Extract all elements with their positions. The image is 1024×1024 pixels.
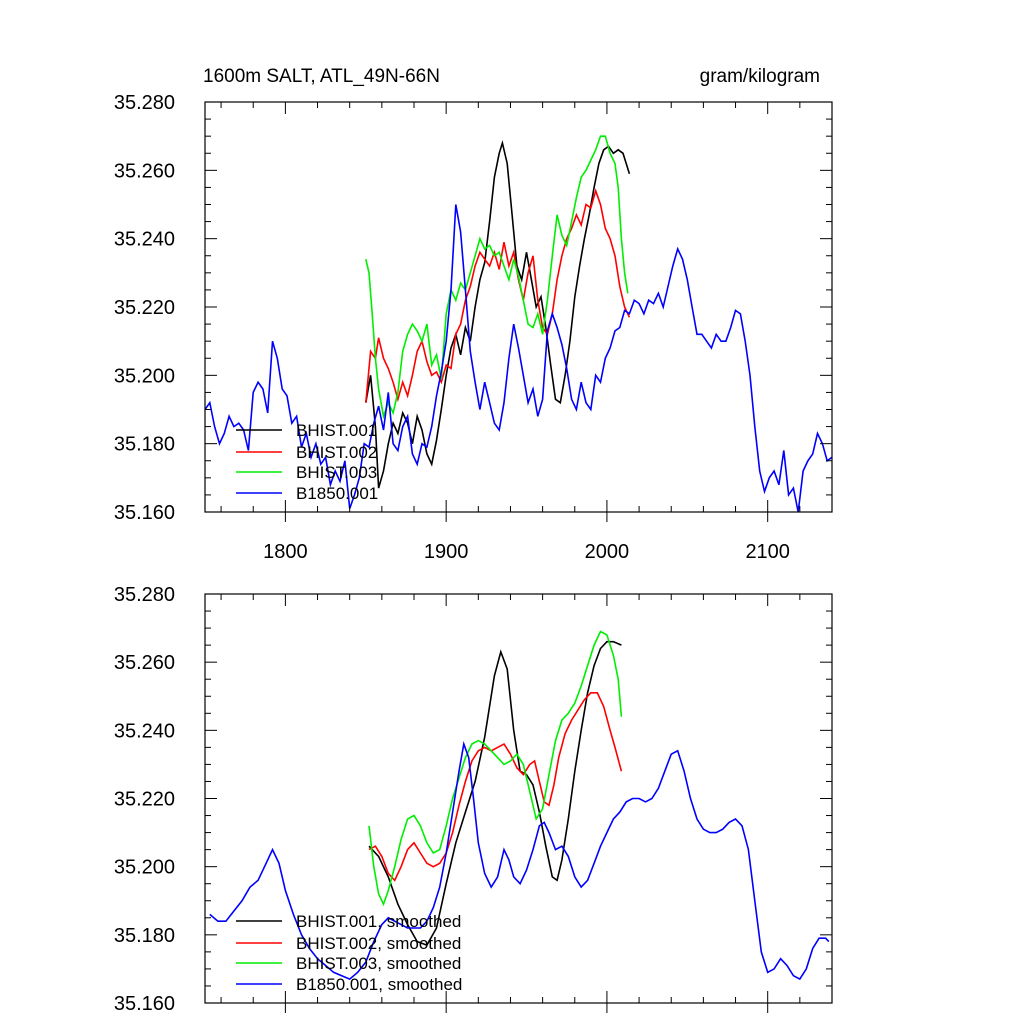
legend-label: BHIST.002 <box>296 443 377 462</box>
y-tick-label: 35.180 <box>114 925 175 947</box>
series-line-bhist-003 <box>365 135 629 420</box>
x-tick-label: 1800 <box>263 541 308 563</box>
y-tick-label: 35.160 <box>114 502 175 524</box>
series-line-bhist-001 <box>365 139 631 489</box>
y-tick-label: 35.220 <box>114 789 175 811</box>
x-tick-label: 2000 <box>585 541 630 563</box>
y-tick-label: 35.180 <box>114 434 175 456</box>
y-tick-label: 35.280 <box>114 584 175 606</box>
series-line-bhist-001-smoothed <box>368 640 622 947</box>
y-tick-label: 35.160 <box>114 993 175 1015</box>
legend-label: BHIST.003, smoothed <box>296 954 461 973</box>
legend-label: BHIST.001 <box>296 421 377 440</box>
legend-label: BHIST.002, smoothed <box>296 934 461 953</box>
x-tick-label: 1900 <box>424 541 469 563</box>
y-tick-label: 35.220 <box>114 297 175 319</box>
series-line-bhist-003-smoothed <box>368 630 623 907</box>
y-tick-label: 35.280 <box>114 92 175 114</box>
legend-label: B1850.001 <box>296 484 378 503</box>
y-tick-label: 35.240 <box>114 720 175 742</box>
chart-title: 1600m SALT, ATL_49N-66N <box>203 66 440 87</box>
legend-label: BHIST.001, smoothed <box>296 912 461 931</box>
bottom-panel-smoothed: 35.160 35.180 35.200 35.220 35.240 35.260 35.2… <box>114 584 833 1015</box>
series-line-bhist-002 <box>365 188 631 403</box>
y-tick-label: 35.240 <box>114 229 175 251</box>
legend-label: BHIST.003 <box>296 463 377 482</box>
legend-label: B1850.001, smoothed <box>296 975 462 994</box>
y-tick-label: 35.260 <box>114 652 175 674</box>
top-panel-raw: 35.160 35.180 35.200 35.220 35.240 35.260 35.2… <box>114 92 833 563</box>
series-line-b1850-001-smoothed <box>209 740 830 981</box>
series-line-b1850-001 <box>205 204 832 512</box>
series-line-bhist-002-smoothed <box>368 692 623 882</box>
y-tick-label: 35.200 <box>114 857 175 879</box>
y-tick-label: 35.200 <box>114 365 175 387</box>
y-tick-label: 35.260 <box>114 160 175 182</box>
units-label: gram/kilogram <box>700 66 820 87</box>
x-tick-label: 2100 <box>745 541 790 563</box>
